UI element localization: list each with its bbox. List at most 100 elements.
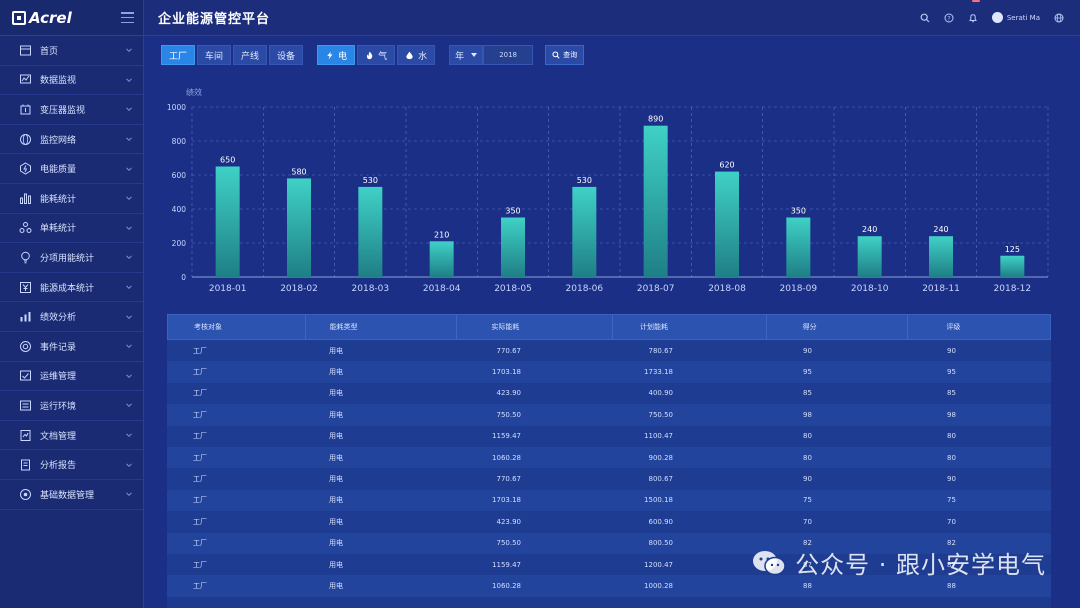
- logo-text: Acrel: [29, 8, 72, 27]
- scope-tab-2[interactable]: 产线: [233, 45, 268, 65]
- table-cell: 70: [803, 517, 812, 526]
- table-cell: 75: [947, 496, 956, 505]
- table-row[interactable]: 工厂 用电 750.50 750.50 98 98: [167, 404, 1051, 426]
- energy-tabs: 电气水: [317, 45, 437, 65]
- sidebar-item-2[interactable]: 变压器监视: [0, 95, 143, 125]
- table-row[interactable]: 工厂 用电 1159.47 1200.47 87 87: [167, 553, 1051, 576]
- flame-icon: [366, 51, 373, 59]
- table-cell: 400.90: [648, 389, 674, 398]
- energy-tab-2[interactable]: 水: [397, 45, 436, 65]
- table-cell: 工厂: [193, 389, 207, 398]
- sidebar-item-11[interactable]: 运维管理: [0, 362, 143, 392]
- table-row[interactable]: 工厂 用电 1703.18 1500.18 75 75: [167, 489, 1051, 512]
- table-cell: 工厂: [193, 410, 207, 419]
- table-cell: 88: [947, 581, 956, 590]
- table-cell: 82: [947, 539, 956, 548]
- bar-2018-01: [215, 166, 240, 277]
- x-tick-label: 2018-09: [780, 284, 818, 294]
- menu-toggle-icon[interactable]: [121, 12, 134, 23]
- x-tick-label: 2018-07: [637, 284, 675, 294]
- sidebar-item-0[interactable]: 首页: [0, 36, 143, 66]
- table-row[interactable]: 工厂 用电 770.67 780.67 90 90: [167, 340, 1051, 362]
- scope-tab-3[interactable]: 设备: [269, 45, 304, 65]
- energy-tab-1[interactable]: 气: [357, 45, 396, 65]
- network-icon: [18, 132, 32, 146]
- table-cell: 80: [803, 453, 812, 462]
- table-cell: 770.67: [496, 346, 522, 355]
- sidebar-item-15[interactable]: 基础数据管理: [0, 480, 143, 510]
- sidebar-item-7[interactable]: 分项用能统计: [0, 243, 143, 273]
- help-icon[interactable]: ?: [944, 8, 954, 27]
- globe-icon[interactable]: [1054, 8, 1064, 27]
- table-row[interactable]: 工厂 用电 770.67 800.67 90 90: [167, 468, 1051, 490]
- table-cell: 750.50: [496, 410, 522, 419]
- table-row[interactable]: 工厂 用电 1703.18 1733.18 95 95: [167, 361, 1051, 383]
- sidebar-item-3[interactable]: 监控网络: [0, 125, 143, 155]
- table-cell: 1159.47: [492, 432, 521, 441]
- bar-2018-03: [358, 186, 383, 277]
- table-cell: 98: [947, 410, 956, 419]
- chevron-down-icon: [126, 403, 132, 408]
- data-label: 240: [862, 225, 877, 234]
- table-cell: 工厂: [193, 496, 207, 505]
- avatar: [991, 12, 1003, 23]
- y-tick-label: 400: [172, 205, 187, 214]
- bar-2018-12: [1000, 255, 1025, 277]
- wechat-icon: [753, 550, 786, 575]
- table-row[interactable]: 工厂 用电 1159.47 1100.47 80 80: [167, 425, 1051, 447]
- table-row[interactable]: 工厂 用电 423.90 600.90 70 70: [167, 511, 1051, 533]
- table-row[interactable]: 工厂 用电 423.90 400.90 85 85: [167, 382, 1051, 405]
- table-cell: 工厂: [193, 453, 207, 462]
- sidebar-item-10[interactable]: 事件记录: [0, 332, 143, 362]
- table-row[interactable]: 工厂 用电 1060.28 900.28 80 80: [167, 446, 1051, 469]
- x-tick-label: 2018-04: [423, 284, 461, 294]
- chevron-down-icon: [126, 463, 132, 467]
- chevron-down-icon: [126, 315, 132, 319]
- table-cell: 90: [803, 346, 812, 355]
- sidebar-item-14[interactable]: 分析报告: [0, 450, 143, 480]
- sidebar-item-label: 能耗统计: [40, 194, 77, 205]
- table-cell: 88: [803, 581, 812, 590]
- table-cell: 1703.18: [492, 496, 521, 505]
- sidebar-item-8[interactable]: 能源成本统计: [0, 273, 143, 303]
- scope-tab-0[interactable]: 工厂: [161, 45, 196, 65]
- search-icon[interactable]: [920, 8, 930, 27]
- table-cell: 1060.28: [492, 453, 521, 462]
- scope-tab-1[interactable]: 车间: [197, 45, 232, 65]
- header-tools: ? Serati Ma: [920, 0, 1080, 27]
- x-tick-label: 2018-01: [209, 284, 247, 294]
- sidebar: Acrel 首页 数据监视变压器监视监控网络电能质量能耗统计单耗统计 分项用能统计能…: [0, 0, 144, 608]
- table-cell: 用电: [329, 475, 343, 484]
- table-cell: 80: [803, 432, 812, 441]
- period-select[interactable]: 年: [449, 45, 484, 65]
- home-icon: [18, 43, 32, 57]
- table-cell: 85: [947, 389, 956, 398]
- energy-tab-0[interactable]: 电: [317, 45, 356, 65]
- sidebar-item-5[interactable]: 能耗统计: [0, 184, 143, 214]
- sidebar-item-12[interactable]: 运行环境: [0, 391, 143, 421]
- table-header-cell: 得分: [767, 315, 909, 339]
- sidebar-item-13[interactable]: 文档管理: [0, 421, 143, 451]
- table-cell: 1159.47: [492, 560, 521, 569]
- sidebar-item-label: 电能质量: [40, 165, 77, 176]
- user-menu[interactable]: Serati Ma: [991, 12, 1040, 23]
- table-cell: 工厂: [193, 517, 207, 526]
- table-row[interactable]: 工厂 用电 750.50 800.50 82 82: [167, 532, 1051, 554]
- year-input[interactable]: 2018: [483, 45, 534, 65]
- table-cell: 用电: [329, 389, 343, 398]
- y-tick-label: 1000: [167, 103, 186, 112]
- query-button[interactable]: 查询: [545, 45, 585, 65]
- table-cell: 82: [803, 539, 812, 548]
- sidebar-item-4[interactable]: 电能质量: [0, 154, 143, 184]
- sidebar-item-9[interactable]: 绩效分析: [0, 302, 143, 332]
- sidebar-item-label: 绩效分析: [40, 313, 77, 324]
- sidebar-item-label: 变压器监视: [40, 105, 86, 116]
- notification-button[interactable]: [968, 0, 980, 27]
- sidebar-item-1[interactable]: 数据监视: [0, 66, 143, 96]
- water-drop-icon: [406, 51, 413, 59]
- sidebar-item-label: 文档管理: [40, 431, 77, 442]
- table-row[interactable]: 工厂 用电 1060.28 1000.28 88 88: [167, 575, 1051, 597]
- sidebar-item-6[interactable]: 单耗统计: [0, 214, 143, 244]
- environment-icon: [18, 398, 32, 412]
- chevron-down-icon: [126, 167, 132, 171]
